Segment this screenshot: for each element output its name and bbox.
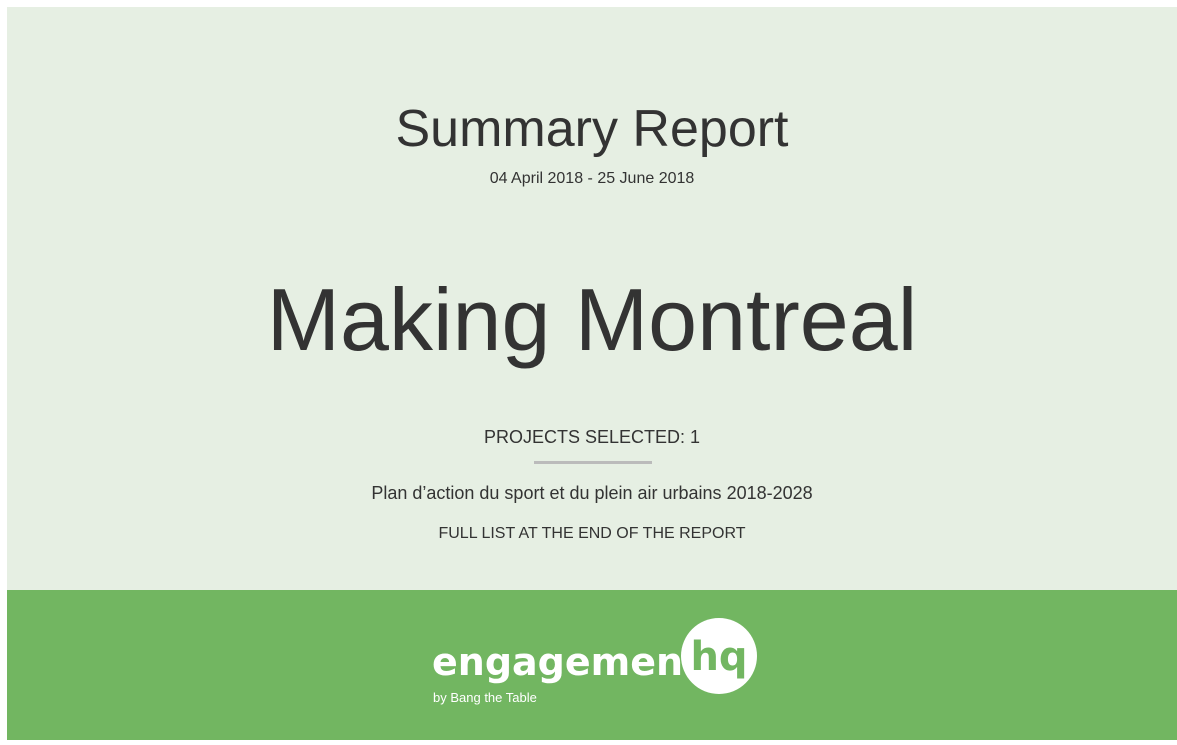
logo-text: engagement (432, 640, 701, 684)
divider (534, 461, 652, 464)
cover: Summary Report 04 April 2018 - 25 June 2… (7, 7, 1177, 590)
logo-circle (681, 618, 757, 694)
footer: engagement hq by Bang the Table (7, 590, 1177, 740)
logo-badge: hq (690, 634, 747, 680)
date-range: 04 April 2018 - 25 June 2018 (489, 170, 695, 187)
logo-byline: by Bang the Table (433, 690, 537, 705)
logo: engagement hq by Bang the Table (432, 618, 757, 705)
note: FULL LIST AT THE END OF THE REPORT (438, 525, 746, 542)
selected-project: Plan d’action du sport et du plein air u… (371, 483, 813, 503)
project-name: Making Montreal (266, 270, 918, 369)
selected-label: PROJECTS SELECTED: 1 (483, 427, 701, 447)
title: Summary Report (395, 100, 789, 158)
